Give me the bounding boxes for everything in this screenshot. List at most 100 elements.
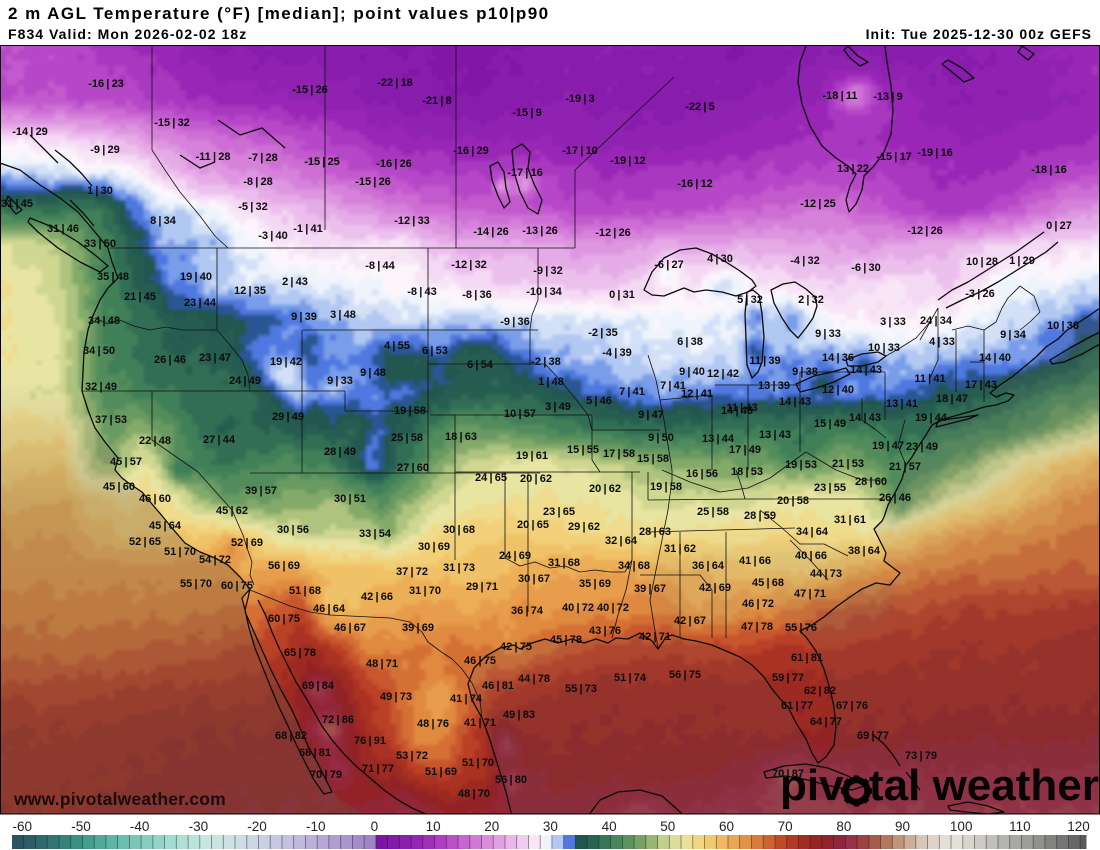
svg-text:48 | 70: 48 | 70 (458, 788, 490, 800)
svg-text:-6 | 30: -6 | 30 (851, 262, 881, 274)
svg-text:51 | 68: 51 | 68 (289, 585, 321, 597)
svg-text:piv: piv (780, 761, 844, 810)
svg-text:29 | 49: 29 | 49 (272, 411, 304, 423)
svg-text:41 | 66: 41 | 66 (739, 555, 771, 567)
svg-text:-9 | 29: -9 | 29 (90, 144, 120, 156)
svg-text:60 | 75: 60 | 75 (268, 613, 300, 625)
svg-text:31 | 70: 31 | 70 (409, 585, 441, 597)
svg-text:12 | 42: 12 | 42 (707, 368, 739, 380)
svg-text:-18 | 16: -18 | 16 (1031, 164, 1067, 176)
svg-text:15 | 58: 15 | 58 (637, 453, 669, 465)
svg-text:51 | 70: 51 | 70 (462, 757, 494, 769)
svg-text:64 | 77: 64 | 77 (810, 716, 842, 728)
svg-text:53 | 72: 53 | 72 (396, 750, 428, 762)
svg-text:-12 | 32: -12 | 32 (451, 259, 487, 271)
svg-text:55 | 76: 55 | 76 (785, 622, 817, 634)
svg-text:26 | 46: 26 | 46 (154, 354, 186, 366)
svg-text:15 | 55: 15 | 55 (567, 444, 599, 456)
svg-text:48 | 76: 48 | 76 (417, 718, 449, 730)
svg-text:45 | 57: 45 | 57 (110, 456, 142, 468)
svg-text:56 | 80: 56 | 80 (495, 774, 527, 786)
svg-text:19 | 47: 19 | 47 (872, 440, 904, 452)
svg-text:44 | 78: 44 | 78 (518, 673, 550, 685)
svg-text:33 | 50: 33 | 50 (84, 238, 116, 250)
svg-text:60: 60 (719, 819, 734, 834)
svg-text:-9 | 32: -9 | 32 (533, 265, 563, 277)
svg-text:68 | 82: 68 | 82 (275, 730, 307, 742)
svg-text:40 | 72: 40 | 72 (597, 602, 629, 614)
svg-text:48 | 71: 48 | 71 (366, 658, 398, 670)
svg-text:-15 | 17: -15 | 17 (876, 151, 912, 163)
svg-text:72 | 86: 72 | 86 (322, 714, 354, 726)
svg-text:9 | 39: 9 | 39 (291, 311, 317, 323)
svg-text:30: 30 (543, 819, 558, 834)
svg-text:14 | 46: 14 | 46 (721, 405, 753, 417)
svg-text:30 | 67: 30 | 67 (518, 573, 550, 585)
svg-text:24 | 49: 24 | 49 (229, 375, 261, 387)
svg-text:46 | 72: 46 | 72 (742, 598, 774, 610)
svg-text:32 | 64: 32 | 64 (605, 535, 638, 547)
svg-text:6 | 53: 6 | 53 (422, 345, 448, 357)
svg-text:-2 | 35: -2 | 35 (588, 327, 618, 339)
svg-text:61 | 81: 61 | 81 (791, 652, 823, 664)
svg-text:14 | 43: 14 | 43 (779, 396, 811, 408)
svg-text:10 | 28: 10 | 28 (966, 256, 998, 268)
svg-text:31 | 61: 31 | 61 (834, 514, 866, 526)
svg-text:-5 | 32: -5 | 32 (238, 201, 268, 213)
svg-text:-12 | 25: -12 | 25 (800, 198, 836, 210)
svg-text:43 | 76: 43 | 76 (589, 625, 621, 637)
svg-text:46 | 67: 46 | 67 (334, 622, 366, 634)
svg-text:-15 | 26: -15 | 26 (292, 84, 328, 96)
svg-text:47 | 78: 47 | 78 (741, 621, 773, 633)
svg-text:10 | 33: 10 | 33 (868, 342, 900, 354)
svg-text:9 | 34: 9 | 34 (1000, 329, 1027, 341)
svg-text:2 | 43: 2 | 43 (282, 276, 308, 288)
svg-text:11 | 39: 11 | 39 (749, 355, 780, 367)
svg-text:36 | 74: 36 | 74 (511, 605, 544, 617)
svg-text:19 | 53: 19 | 53 (785, 459, 817, 471)
svg-text:31 | 45: 31 | 45 (1, 198, 33, 210)
svg-text:tal weather: tal weather (869, 761, 1099, 810)
svg-text:24 | 34: 24 | 34 (920, 315, 953, 327)
svg-text:46 | 75: 46 | 75 (464, 655, 496, 667)
svg-text:4 | 55: 4 | 55 (384, 340, 410, 352)
svg-text:17 | 58: 17 | 58 (603, 448, 635, 460)
svg-text:19 | 58: 19 | 58 (394, 405, 426, 417)
svg-text:69 | 84: 69 | 84 (302, 680, 335, 692)
svg-text:14 | 43: 14 | 43 (850, 364, 882, 376)
svg-text:31 | 68: 31 | 68 (548, 557, 580, 569)
svg-text:39 | 69: 39 | 69 (402, 622, 434, 634)
svg-text:8 | 34: 8 | 34 (150, 215, 177, 227)
svg-text:1 | 48: 1 | 48 (538, 376, 564, 388)
svg-text:45 | 60: 45 | 60 (103, 481, 135, 493)
svg-text:14 | 40: 14 | 40 (979, 352, 1011, 364)
svg-text:23 | 47: 23 | 47 (199, 352, 231, 364)
svg-text:-10: -10 (306, 819, 326, 834)
svg-text:19 | 40: 19 | 40 (180, 271, 212, 283)
svg-text:12 | 41: 12 | 41 (681, 388, 713, 400)
svg-text:-3 | 26: -3 | 26 (965, 288, 995, 300)
svg-text:26 | 46: 26 | 46 (879, 492, 911, 504)
svg-text:42 | 67: 42 | 67 (674, 615, 706, 627)
svg-text:10 | 57: 10 | 57 (504, 408, 536, 420)
svg-text:37 | 53: 37 | 53 (95, 414, 127, 426)
svg-text:31 | 62: 31 | 62 (664, 543, 696, 555)
svg-text:17 | 43: 17 | 43 (965, 379, 997, 391)
svg-text:9 | 38: 9 | 38 (792, 366, 818, 378)
svg-text:45 | 64: 45 | 64 (149, 520, 182, 532)
svg-text:-1 | 41: -1 | 41 (293, 223, 323, 235)
svg-text:11 | 43: 11 | 43 (726, 402, 757, 414)
svg-text:13 | 43: 13 | 43 (759, 429, 791, 441)
svg-text:11 | 41: 11 | 41 (914, 373, 945, 385)
svg-text:54 | 72: 54 | 72 (199, 554, 231, 566)
svg-text:68 | 81: 68 | 81 (299, 747, 331, 759)
svg-text:-22 | 18: -22 | 18 (377, 77, 413, 89)
svg-text:1 | 30: 1 | 30 (87, 185, 113, 197)
svg-text:20 | 58: 20 | 58 (777, 495, 809, 507)
svg-text:49 | 73: 49 | 73 (380, 691, 412, 703)
svg-text:0 | 27: 0 | 27 (1046, 220, 1072, 232)
svg-text:-17 | 10: -17 | 10 (562, 145, 598, 157)
svg-text:120: 120 (1067, 819, 1090, 834)
svg-text:40 | 72: 40 | 72 (562, 602, 594, 614)
svg-text:-8 | 44: -8 | 44 (365, 260, 395, 272)
